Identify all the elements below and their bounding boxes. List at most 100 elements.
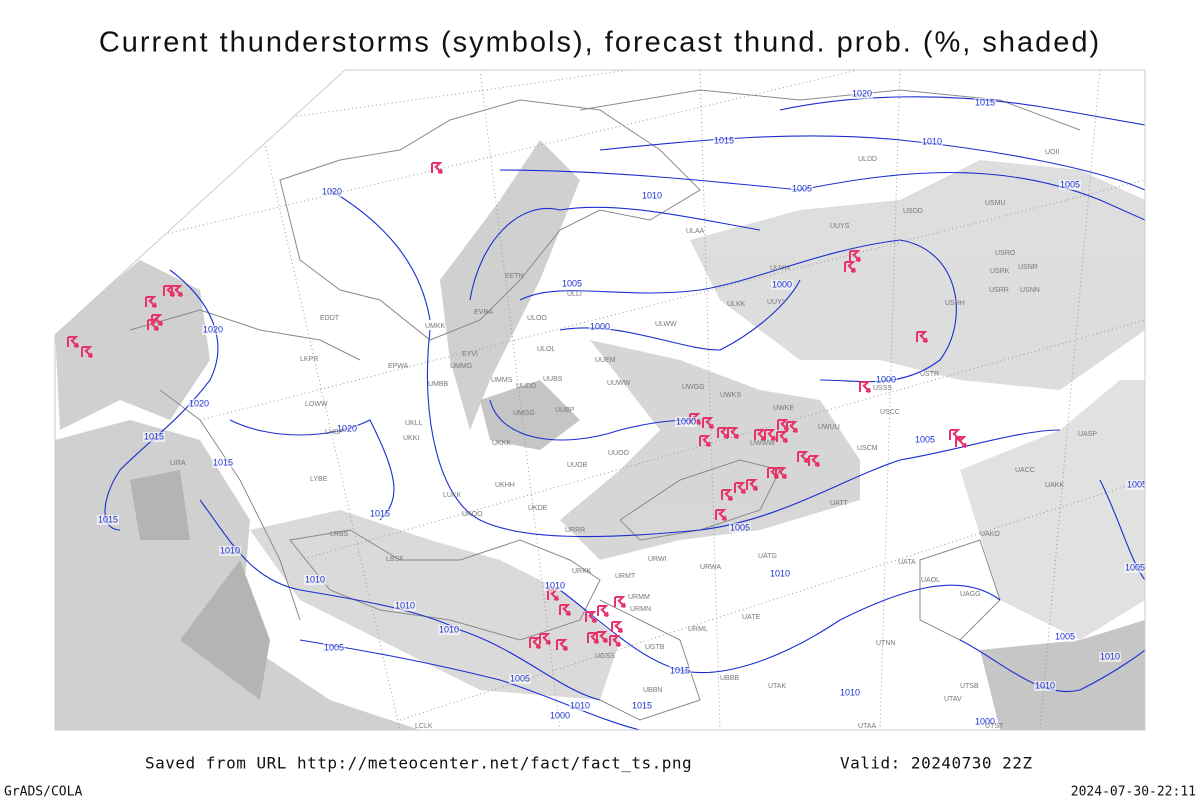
credit: GrADS/COLA <box>4 785 82 800</box>
thunderstorm-symbol <box>776 431 788 443</box>
isobar-label-bg <box>394 601 416 611</box>
station-label: UKDE <box>528 505 548 512</box>
isobar-label: 1000 <box>676 416 696 426</box>
station-label: EYVI <box>462 351 478 358</box>
thunderstorm-symbol <box>777 419 789 431</box>
station-label: UWKS <box>720 392 741 399</box>
station-label: UUYH <box>770 265 790 272</box>
isobar-label: 1000 <box>975 716 995 726</box>
station-label: ULWW <box>655 321 677 328</box>
station-label: UTNN <box>876 640 895 647</box>
thunderstorm-symbol <box>775 467 787 479</box>
isobar-label: 1010 <box>305 574 325 584</box>
isobar-label: 1000 <box>550 710 570 720</box>
thunderstorm-symbol <box>699 435 711 447</box>
isobar-label: 1010 <box>220 545 240 555</box>
station-label: LCLK <box>415 723 433 730</box>
isobar-label-bg <box>438 625 460 635</box>
station-label: UUYY <box>767 299 787 306</box>
station-label: LOWW <box>305 401 328 408</box>
thunderstorm-symbol <box>844 261 856 273</box>
station-label: UWGG <box>682 384 705 391</box>
thunderstorm-symbol <box>539 633 551 645</box>
isobar-label-bg <box>188 399 210 409</box>
isobar-label: 1005 <box>562 278 582 288</box>
station-label: UTAV <box>944 696 962 703</box>
isobar-label-bg <box>769 569 791 579</box>
isobar-label-bg <box>589 322 611 332</box>
isobar-label-bg <box>771 280 793 290</box>
station-label: UKKK <box>492 440 511 447</box>
station-label: UUDD <box>516 383 536 390</box>
thunderstorm-symbol <box>609 635 621 647</box>
station-label: EDDT <box>320 315 340 322</box>
isobar-label: 1000 <box>772 279 792 289</box>
map-frame <box>54 69 1146 731</box>
station-label: UASP <box>1078 431 1097 438</box>
isobar-label: 1015 <box>632 700 652 710</box>
station-label: UTAA <box>858 723 876 730</box>
thunderstorm-symbol <box>859 381 871 393</box>
station-label: USCM <box>857 445 878 452</box>
timestamp: 2024-07-30-22:11 <box>1071 785 1196 800</box>
station-label: URWA <box>700 564 721 571</box>
station-label: USRK <box>990 268 1010 275</box>
station-label: URRR <box>565 527 585 534</box>
station-label: USMU <box>985 200 1006 207</box>
isobar-label-bg <box>1126 480 1145 490</box>
station-label: UUOO <box>608 450 630 457</box>
isobar-label: 1010 <box>439 624 459 634</box>
thunderstorm-symbol <box>614 596 626 608</box>
station-label: USDD <box>903 208 923 215</box>
isobar-label: 1000 <box>876 374 896 384</box>
isobar-label: 1020 <box>203 324 223 334</box>
station-label: URMT <box>615 573 636 580</box>
station-label: UKLL <box>405 420 423 427</box>
isobar-label: 1020 <box>189 398 209 408</box>
station-label: USHH <box>945 300 965 307</box>
isobar-label-bg <box>631 701 653 711</box>
thunderstorm-symbol <box>754 429 766 441</box>
station-label: EETN <box>505 273 524 280</box>
thunderstorm-symbol <box>808 455 820 467</box>
station-label: EPWA <box>388 363 409 370</box>
isobar-label-bg <box>839 688 861 698</box>
station-label: ULKK <box>727 301 746 308</box>
station-label: USCC <box>880 409 900 416</box>
station-label: USNN <box>1020 287 1040 294</box>
station-label: UWWW <box>750 440 775 447</box>
isobar-label-bg <box>791 184 813 194</box>
station-label: ULOO <box>527 315 547 322</box>
source-url: Saved from URL http://meteocenter.net/fa… <box>145 754 692 773</box>
thunderstorm-symbol <box>596 631 608 643</box>
isobar-label: 1010 <box>545 580 565 590</box>
thunderstorm-symbol <box>727 427 739 439</box>
thunderstorm-symbols <box>67 162 967 651</box>
thunderstorm-symbol <box>81 346 93 358</box>
isobar-label: 1010 <box>1035 680 1055 690</box>
isobar-label: 1005 <box>730 522 750 532</box>
isobar-label-bg <box>304 575 326 585</box>
isobar-label: 1015 <box>975 97 995 107</box>
station-label: USRO <box>995 250 1016 257</box>
station-label: URML <box>688 626 708 633</box>
station-label: UATG <box>758 553 777 560</box>
isobar-label-bg <box>641 191 663 201</box>
coastlines <box>129 89 1081 721</box>
station-label: UUWW <box>607 380 631 387</box>
thunderstorm-symbol <box>67 336 79 348</box>
isobar-label-bg <box>561 279 583 289</box>
station-label: UATT <box>830 500 848 507</box>
isobar-label-bg <box>336 424 358 434</box>
thunderstorm-symbol <box>529 637 541 649</box>
isobar-label: 1005 <box>1125 562 1145 572</box>
isobar-label: 1015 <box>714 135 734 145</box>
title: Current thunderstorms (symbols), forecas… <box>99 27 1101 59</box>
isobar-label-bg <box>97 515 119 525</box>
station-label: UKOO <box>462 511 483 518</box>
isobar-label: 1005 <box>792 183 812 193</box>
station-label: UGSS <box>595 653 615 660</box>
station-label: UBBN <box>643 687 662 694</box>
